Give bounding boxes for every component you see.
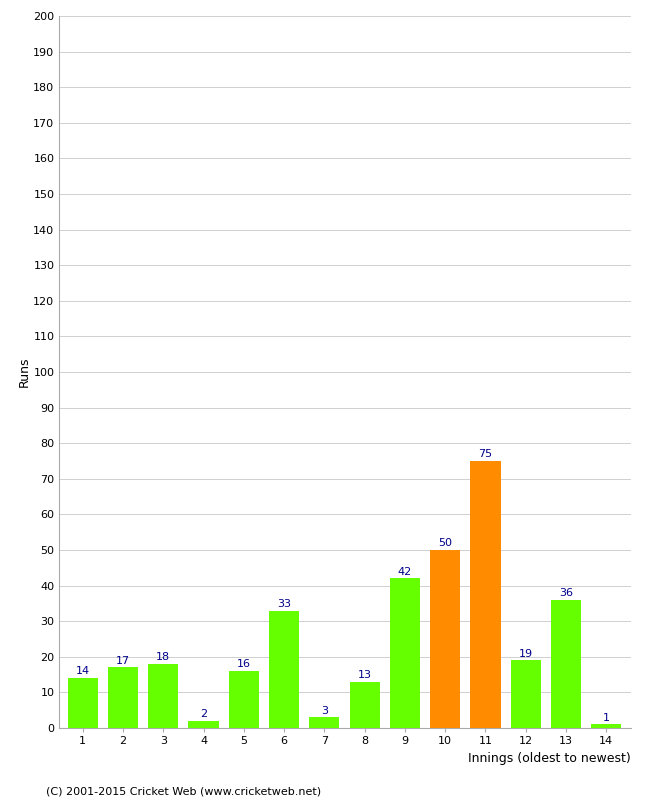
Bar bbox=[309, 718, 339, 728]
Text: 33: 33 bbox=[277, 598, 291, 609]
Bar bbox=[108, 667, 138, 728]
Bar bbox=[592, 725, 621, 728]
Text: 18: 18 bbox=[156, 652, 170, 662]
Bar bbox=[350, 682, 380, 728]
Bar bbox=[229, 671, 259, 728]
Bar bbox=[551, 600, 581, 728]
Bar bbox=[390, 578, 420, 728]
Bar bbox=[148, 664, 178, 728]
Text: 36: 36 bbox=[559, 588, 573, 598]
Text: 75: 75 bbox=[478, 450, 493, 459]
Text: 13: 13 bbox=[358, 670, 372, 680]
Text: 42: 42 bbox=[398, 566, 412, 577]
Y-axis label: Runs: Runs bbox=[18, 357, 31, 387]
Text: 50: 50 bbox=[438, 538, 452, 548]
Bar bbox=[430, 550, 460, 728]
Text: 19: 19 bbox=[519, 649, 533, 658]
Bar bbox=[269, 610, 299, 728]
Text: 14: 14 bbox=[75, 666, 90, 676]
Bar bbox=[188, 721, 218, 728]
Bar bbox=[68, 678, 98, 728]
Text: 2: 2 bbox=[200, 709, 207, 719]
Text: 17: 17 bbox=[116, 656, 130, 666]
Text: (C) 2001-2015 Cricket Web (www.cricketweb.net): (C) 2001-2015 Cricket Web (www.cricketwe… bbox=[46, 786, 320, 796]
Bar bbox=[471, 461, 500, 728]
Text: 1: 1 bbox=[603, 713, 610, 722]
Text: 3: 3 bbox=[321, 706, 328, 715]
X-axis label: Innings (oldest to newest): Innings (oldest to newest) bbox=[468, 752, 630, 765]
Text: 16: 16 bbox=[237, 659, 251, 670]
Bar bbox=[511, 660, 541, 728]
